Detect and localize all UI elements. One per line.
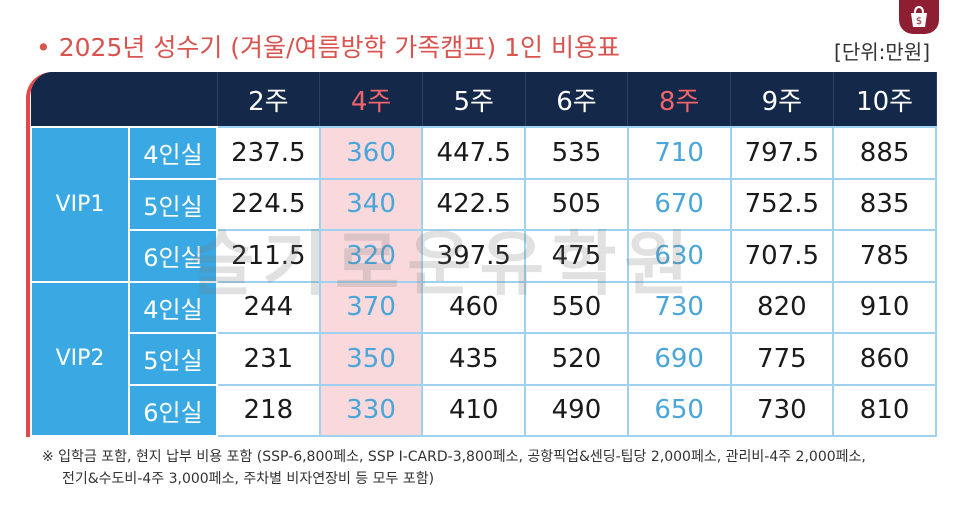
price-cell: 370 <box>318 280 424 334</box>
table-row: VIP2 4인실 244 370 460 550 730 820 910 <box>30 280 937 437</box>
price-cell: 690 <box>626 332 732 386</box>
footnote-line: 전기&수도비-4주 3,000페소, 주차별 비자연장비 등 모두 포함) <box>62 471 435 487</box>
price-cell: 775 <box>729 332 835 386</box>
page-title: • 2025년 성수기 (겨울/여름방학 가족캠프) 1인 비용표 <box>36 28 620 64</box>
price-cell: 397.5 <box>421 229 527 283</box>
price-cell: 244 <box>216 280 321 334</box>
room-label: 4인실 <box>128 280 218 334</box>
price-cell: 447.5 <box>421 126 527 180</box>
price-cell: 505 <box>524 177 629 231</box>
price-cell: 475 <box>524 229 629 283</box>
price-cell: 650 <box>626 383 732 437</box>
table-row: 5인실 231 350 435 520 690 775 860 <box>31 332 937 386</box>
price-cell: 835 <box>832 177 937 231</box>
price-cell: 237.5 <box>216 126 321 180</box>
price-cell: 535 <box>524 126 629 180</box>
price-cell: 350 <box>318 332 424 386</box>
price-cell: 490 <box>524 383 629 437</box>
col-header: 10주 <box>833 72 937 127</box>
header-row: 2주 4주 5주 6주 8주 9주 10주 <box>31 72 937 127</box>
price-table: 2주 4주 5주 6주 8주 9주 10주 VIP1 4인실 237.5 360… <box>26 72 937 437</box>
price-cell: 224.5 <box>216 177 321 231</box>
price-cell: 730 <box>729 383 835 437</box>
room-label: 5인실 <box>128 332 218 386</box>
price-cell: 752.5 <box>729 177 835 231</box>
price-cell: 320 <box>318 229 424 283</box>
price-cell: 885 <box>832 126 937 180</box>
brand-badge: $ <box>899 0 939 34</box>
col-header: 2주 <box>217 72 321 127</box>
price-cell: 460 <box>421 280 527 334</box>
price-cell: 410 <box>421 383 527 437</box>
price-cell: 330 <box>318 383 424 437</box>
price-cell: 550 <box>524 280 629 334</box>
title-text: 2025년 성수기 (겨울/여름방학 가족캠프) 1인 비용표 <box>58 33 620 62</box>
col-header: 4주 <box>319 72 423 127</box>
price-cell: 422.5 <box>421 177 527 231</box>
group-label: VIP2 <box>30 280 130 437</box>
col-header: 8주 <box>627 72 732 127</box>
price-cell: 520 <box>524 332 629 386</box>
price-cell: 730 <box>626 280 732 334</box>
price-cell: 340 <box>318 177 424 231</box>
col-header: 6주 <box>525 72 629 127</box>
group-label: VIP1 <box>30 126 130 283</box>
price-cell: 231 <box>216 332 321 386</box>
price-cell: 435 <box>421 332 527 386</box>
table-row: VIP1 4인실 237.5 360 447.5 535 710 797.5 8… <box>30 126 937 283</box>
price-cell: 360 <box>318 126 424 180</box>
header-corner <box>31 72 218 127</box>
price-cell: 707.5 <box>729 229 835 283</box>
price-cell: 670 <box>626 177 732 231</box>
room-label: 4인실 <box>128 126 218 180</box>
unit-label: [단위:만원] <box>834 40 930 64</box>
footnote: ※ 입학금 포함, 현지 납부 비용 포함 (SSP-6,800페소, SSP … <box>42 446 942 490</box>
price-cell: 797.5 <box>729 126 835 180</box>
bag-icon: $ <box>911 5 927 27</box>
room-label: 5인실 <box>128 177 218 231</box>
svg-text:$: $ <box>916 16 922 27</box>
price-cell: 910 <box>832 280 937 334</box>
price-cell: 820 <box>729 280 835 334</box>
table-row: 6인실 211.5 320 397.5 475 630 707.5 785 <box>31 229 937 283</box>
price-cell: 630 <box>626 229 732 283</box>
price-cell: 211.5 <box>216 229 321 283</box>
price-cell: 218 <box>216 383 321 437</box>
price-cell: 860 <box>832 332 937 386</box>
room-label: 6인실 <box>128 229 218 283</box>
col-header: 5주 <box>422 72 526 127</box>
price-cell: 785 <box>832 229 937 283</box>
table-row: 6인실 218 330 410 490 650 730 810 <box>31 383 937 437</box>
footnote-line: ※ 입학금 포함, 현지 납부 비용 포함 (SSP-6,800페소, SSP … <box>42 449 866 465</box>
room-label: 6인실 <box>128 383 218 437</box>
price-cell: 810 <box>832 383 937 437</box>
price-cell: 710 <box>626 126 732 180</box>
bullet-icon: • <box>36 33 51 62</box>
col-header: 9주 <box>730 72 834 127</box>
table-row: 5인실 224.5 340 422.5 505 670 752.5 835 <box>31 177 937 231</box>
